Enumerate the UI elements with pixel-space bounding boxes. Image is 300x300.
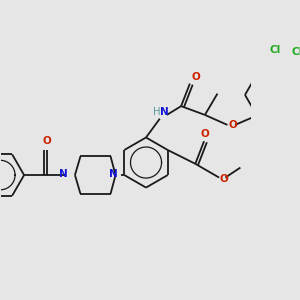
Text: O: O [219,174,228,184]
Text: H: H [153,107,160,117]
Text: N: N [59,169,68,179]
Text: O: O [229,120,237,130]
Text: N: N [109,169,118,179]
Text: O: O [201,129,210,139]
Text: Cl: Cl [292,47,300,57]
Text: Cl: Cl [269,45,281,55]
Text: O: O [191,72,200,82]
Text: N: N [160,107,169,117]
Text: O: O [42,136,51,146]
